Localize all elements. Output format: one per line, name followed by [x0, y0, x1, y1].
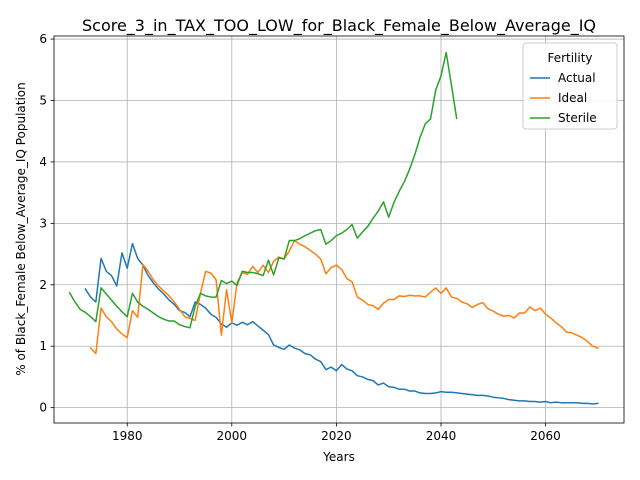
plot-frame [53, 35, 625, 424]
legend: Fertility Actual Ideal Sterile [522, 42, 618, 130]
y-tick-label: 1 [39, 339, 47, 353]
x-tick-label: 2060 [530, 429, 561, 443]
axis-ticks: 1980 2000 2020 2040 2060 0 1 2 3 4 5 6 [39, 32, 560, 443]
y-tick-label: 3 [39, 216, 47, 230]
chart-title: Score_3_in_TAX_TOO_LOW_for_Black_Female_… [82, 16, 596, 36]
y-tick-label: 5 [39, 94, 47, 108]
x-axis-label: Years [322, 450, 355, 464]
x-tick-label: 2000 [217, 429, 248, 443]
legend-label-ideal: Ideal [558, 91, 587, 105]
y-axis-label: % of Black_Female Below_Average_IQ Popul… [14, 82, 28, 376]
legend-title: Fertility [547, 51, 592, 65]
series-line-sterile [68, 51, 458, 329]
series-line-actual [84, 242, 599, 405]
x-tick-label: 1980 [112, 429, 143, 443]
y-tick-label: 0 [39, 401, 47, 415]
legend-box [522, 42, 618, 130]
series-line-ideal [89, 239, 599, 355]
x-tick-label: 2040 [426, 429, 457, 443]
y-tick-label: 4 [39, 155, 47, 169]
legend-label-sterile: Sterile [558, 111, 597, 125]
series-lines [68, 51, 599, 405]
y-tick-label: 2 [39, 278, 47, 292]
y-tick-label: 6 [39, 32, 47, 46]
x-tick-label: 2020 [321, 429, 352, 443]
legend-label-actual: Actual [558, 71, 596, 85]
